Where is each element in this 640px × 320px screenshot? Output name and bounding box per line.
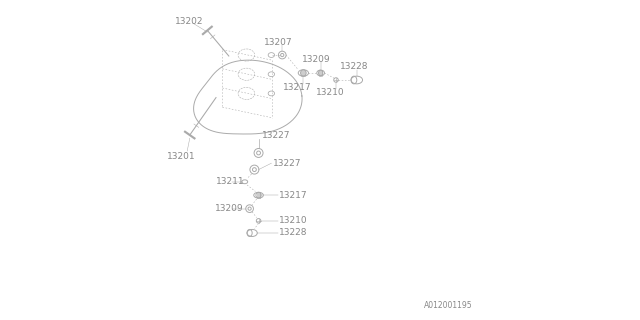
Text: 13228: 13228 (340, 62, 368, 71)
Text: 13227: 13227 (262, 132, 291, 140)
Text: 13210: 13210 (316, 88, 344, 97)
Text: 13211: 13211 (216, 177, 244, 186)
Text: 13201: 13201 (168, 152, 196, 161)
Text: 13209: 13209 (302, 55, 330, 64)
Text: 13210: 13210 (279, 216, 308, 225)
Text: A012001195: A012001195 (424, 301, 473, 310)
Text: 13209: 13209 (215, 204, 244, 213)
Text: 13207: 13207 (264, 38, 292, 47)
Text: 13217: 13217 (284, 83, 312, 92)
Text: 13228: 13228 (279, 228, 308, 237)
Text: 13217: 13217 (279, 191, 308, 200)
Text: 13227: 13227 (273, 159, 301, 168)
Text: 13202: 13202 (175, 17, 204, 26)
